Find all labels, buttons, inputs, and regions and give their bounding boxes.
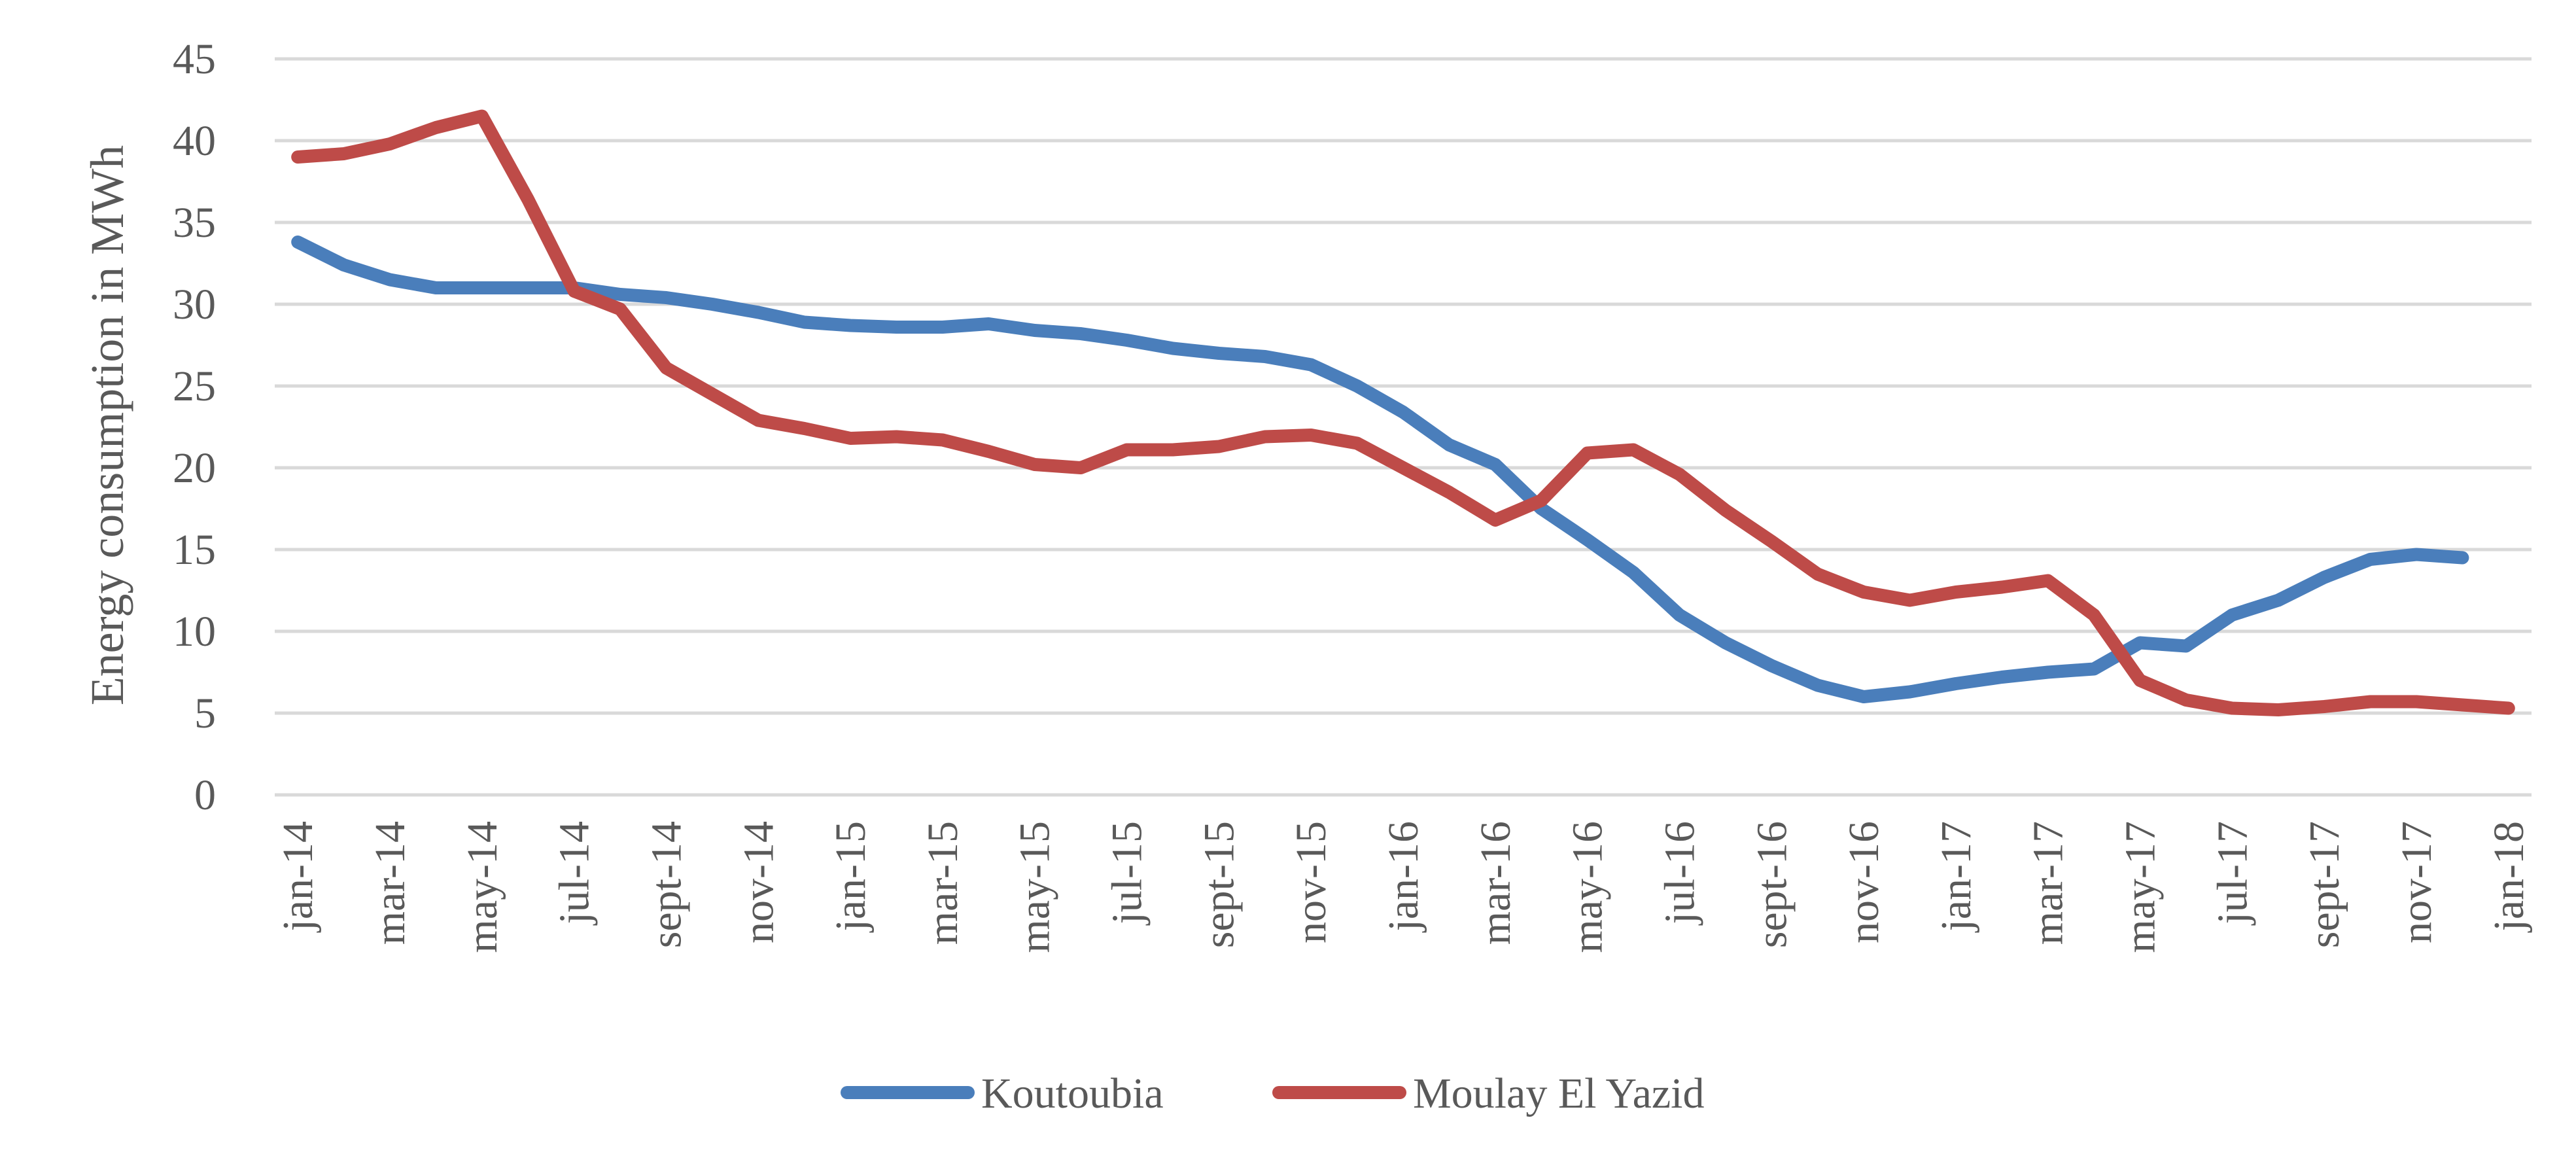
series-lines: [291, 109, 2515, 716]
x-tick-label: jul-16: [1656, 821, 1703, 926]
x-tick-label: mar-15: [919, 821, 967, 945]
x-tick-label: jul-14: [551, 821, 599, 926]
x-tick-label: mar-16: [1472, 821, 1520, 945]
y-tick-label: 20: [173, 444, 216, 492]
x-tick-label: jul-15: [1104, 821, 1151, 926]
x-tick-label: nov-17: [2393, 821, 2441, 943]
x-tick-label: sept-14: [642, 821, 690, 948]
y-tick-label: 5: [194, 690, 216, 737]
x-tick-label: mar-14: [366, 821, 414, 945]
x-tick-label: nov-16: [1840, 821, 1888, 943]
y-tick-label: 30: [173, 281, 216, 328]
y-tick-label: 25: [173, 362, 216, 410]
x-tick-label: jan-16: [1380, 821, 1427, 933]
y-tick-label: 10: [173, 608, 216, 656]
x-tick-label: sept-16: [1748, 821, 1796, 948]
x-tick-label: jan-14: [274, 821, 322, 933]
x-axis-ticks: jan-14 mar-14 may-14 jul-14 sept-14 nov-14 jan…: [274, 821, 2533, 953]
legend-label: Koutoubia: [981, 1070, 1164, 1117]
x-tick-label: may-16: [1564, 821, 1612, 953]
y-tick-label: 40: [173, 117, 216, 165]
x-tick-label: sept-17: [2301, 821, 2348, 948]
y-axis-title: Energy consumption in MWh: [81, 145, 133, 706]
series-line-koutoubia: [291, 236, 2469, 703]
y-axis-ticks: 0 5 10 15 20 25 30 35 40 45: [173, 35, 216, 819]
x-tick-label: jan-17: [1932, 821, 1980, 933]
series-line-moulay-el-yazid: [291, 109, 2515, 716]
x-tick-label: jan-15: [827, 821, 875, 933]
x-tick-label: jul-17: [2208, 821, 2256, 926]
x-tick-label: sept-15: [1195, 821, 1243, 948]
x-tick-label: may-17: [2117, 821, 2165, 953]
x-tick-label: may-14: [459, 821, 506, 953]
y-tick-label: 35: [173, 199, 216, 247]
y-tick-label: 15: [173, 526, 216, 574]
x-tick-label: may-15: [1011, 821, 1059, 953]
x-tick-label: mar-17: [2025, 821, 2072, 945]
legend: Koutoubia Moulay El Yazid: [841, 1070, 1705, 1117]
x-tick-label: jan-18: [2485, 821, 2533, 933]
x-tick-label: nov-15: [1287, 821, 1335, 943]
legend-label: Moulay El Yazid: [1413, 1070, 1705, 1117]
x-tick-label: nov-14: [735, 821, 782, 943]
y-tick-label: 0: [194, 771, 216, 819]
y-tick-label: 45: [173, 35, 216, 83]
